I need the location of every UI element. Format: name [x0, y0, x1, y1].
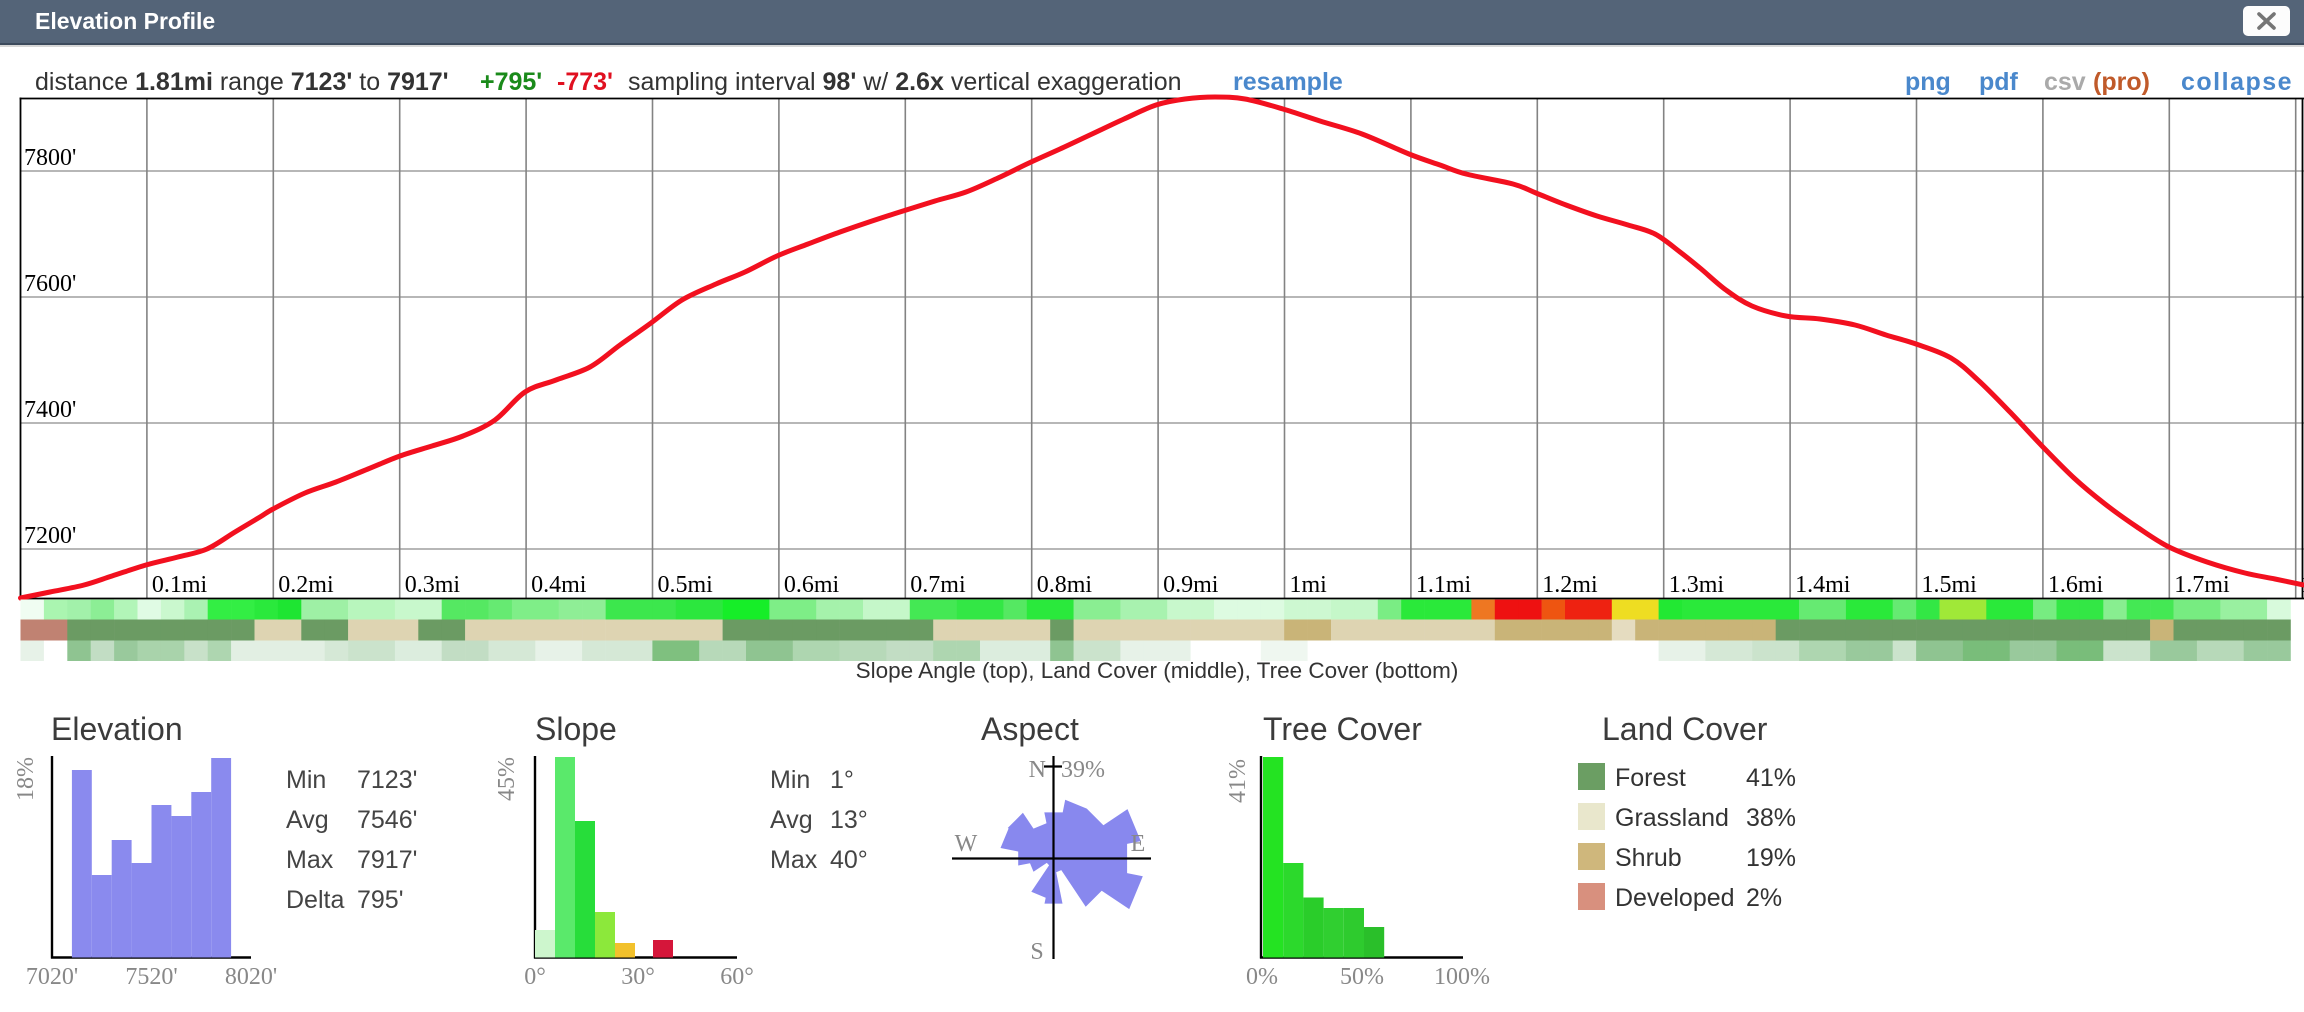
svg-text:S: S — [1030, 939, 1043, 965]
svg-text:0.4mi: 0.4mi — [531, 572, 587, 598]
svg-text:40°: 40° — [830, 846, 868, 874]
svg-text:1.4mi: 1.4mi — [1795, 572, 1851, 598]
svg-text:1.7mi: 1.7mi — [2174, 572, 2230, 598]
svg-text:7520': 7520' — [125, 964, 177, 990]
svg-text:1.3mi: 1.3mi — [1669, 572, 1725, 598]
svg-text:Tree Cover: Tree Cover — [1263, 711, 1422, 747]
svg-text:0.9mi: 0.9mi — [1163, 572, 1219, 598]
svg-text:18%: 18% — [13, 757, 39, 801]
svg-text:39%: 39% — [1061, 757, 1105, 783]
svg-text:41%: 41% — [1746, 764, 1796, 792]
svg-text:19%: 19% — [1746, 844, 1796, 872]
svg-text:Developed: Developed — [1615, 884, 1735, 912]
svg-text:100%: 100% — [1434, 964, 1490, 990]
svg-text:7200': 7200' — [24, 523, 76, 549]
svg-text:795': 795' — [357, 886, 403, 914]
svg-text:E: E — [1131, 831, 1146, 857]
svg-text:N: N — [1029, 757, 1046, 783]
svg-text:Slope: Slope — [535, 711, 617, 747]
svg-text:7917': 7917' — [357, 846, 417, 874]
svg-text:7800': 7800' — [24, 145, 76, 171]
svg-text:2%: 2% — [1746, 884, 1782, 912]
svg-text:0.7mi: 0.7mi — [910, 572, 966, 598]
svg-text:1.1mi: 1.1mi — [1416, 572, 1472, 598]
svg-text:30°: 30° — [621, 964, 655, 990]
svg-text:1.5mi: 1.5mi — [1922, 572, 1978, 598]
svg-text:0°: 0° — [524, 964, 546, 990]
svg-text:60°: 60° — [720, 964, 754, 990]
svg-text:0.1mi: 0.1mi — [152, 572, 208, 598]
svg-text:41%: 41% — [1225, 759, 1251, 803]
svg-text:1°: 1° — [830, 766, 854, 794]
svg-text:0.8mi: 0.8mi — [1037, 572, 1093, 598]
svg-text:W: W — [955, 831, 978, 857]
svg-text:Elevation: Elevation — [51, 711, 183, 747]
svg-text:50%: 50% — [1340, 964, 1384, 990]
svg-text:Max: Max — [770, 846, 818, 874]
svg-text:Avg: Avg — [286, 806, 329, 834]
svg-text:Max: Max — [286, 846, 334, 874]
svg-text:0.5mi: 0.5mi — [658, 572, 714, 598]
svg-text:8020': 8020' — [225, 964, 277, 990]
svg-text:45%: 45% — [494, 757, 520, 801]
svg-text:Delta: Delta — [286, 886, 344, 914]
svg-text:1.6mi: 1.6mi — [2048, 572, 2104, 598]
svg-text:Avg: Avg — [770, 806, 813, 834]
svg-text:Shrub: Shrub — [1615, 844, 1682, 872]
svg-text:1mi: 1mi — [1290, 572, 1328, 598]
svg-text:Slope Angle (top), Land Cover: Slope Angle (top), Land Cover (middle), … — [856, 658, 1459, 683]
svg-text:0.3mi: 0.3mi — [405, 572, 461, 598]
svg-text:Min: Min — [286, 766, 326, 794]
svg-text:Forest: Forest — [1615, 764, 1686, 792]
svg-text:7020': 7020' — [26, 964, 78, 990]
svg-text:Aspect: Aspect — [981, 711, 1079, 747]
svg-text:7400': 7400' — [24, 397, 76, 423]
svg-text:Land Cover: Land Cover — [1602, 711, 1768, 747]
svg-text:7600': 7600' — [24, 271, 76, 297]
svg-text:7546': 7546' — [357, 806, 417, 834]
svg-text:38%: 38% — [1746, 804, 1796, 832]
svg-text:7123': 7123' — [357, 766, 417, 794]
svg-text:1.2mi: 1.2mi — [1542, 572, 1598, 598]
svg-text:Min: Min — [770, 766, 810, 794]
svg-text:Grassland: Grassland — [1615, 804, 1729, 832]
svg-text:0.2mi: 0.2mi — [278, 572, 334, 598]
svg-text:0.6mi: 0.6mi — [784, 572, 840, 598]
svg-text:13°: 13° — [830, 806, 868, 834]
svg-text:0%: 0% — [1246, 964, 1278, 990]
